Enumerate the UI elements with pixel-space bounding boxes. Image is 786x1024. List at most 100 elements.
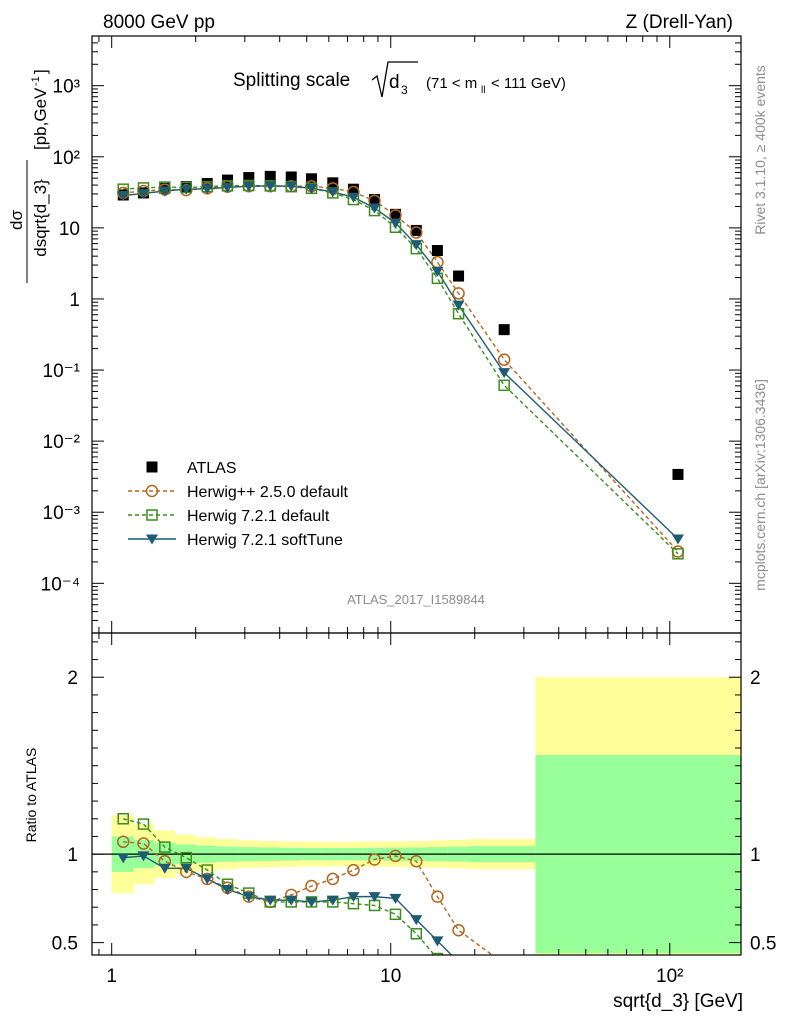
y-tick-label: 10³ — [53, 77, 80, 98]
legend-item: Herwig++ 2.5.0 default — [128, 484, 349, 501]
legend-marker — [145, 484, 159, 498]
legend: ATLAS Herwig++ 2.5.0 default Herwig 7.2.1 … — [128, 460, 349, 549]
ratio-point-2-5 — [221, 885, 234, 896]
x-axis-label: sqrt{d_3} [GeV] — [613, 991, 743, 1012]
ratio-point-2-6 — [242, 892, 255, 903]
analysis-id-label: ATLAS_2017_I1589844 — [347, 592, 485, 607]
point-0-6 — [243, 172, 255, 184]
ratio-point-2-4 — [201, 874, 214, 885]
point-0-16 — [453, 270, 465, 282]
point-1-17 — [497, 353, 511, 366]
mcplots-label: mcplots.cern.ch [arXiv:1306.3436] — [752, 379, 768, 591]
ratio-point-1-16 — [454, 973, 464, 983]
point-3-17 — [498, 368, 511, 379]
point-0-5 — [221, 174, 233, 186]
point-3-8 — [285, 181, 298, 192]
ratio-point-0-1 — [137, 837, 150, 850]
point-1-15 — [431, 255, 444, 269]
ratio-point-0-9 — [305, 879, 318, 893]
point-2-18 — [672, 548, 684, 560]
ratio-point-2-17 — [498, 982, 510, 992]
point-3-12 — [368, 203, 381, 214]
x-tick-label: 10² — [656, 966, 683, 987]
ratio-point-2-10 — [326, 895, 339, 906]
ratio-point-0-16 — [452, 923, 465, 937]
legend-item: Herwig 7.2.1 default — [128, 508, 330, 525]
series-markers — [116, 170, 685, 1022]
ratio-point-2-13 — [389, 893, 402, 904]
point-3-3 — [180, 184, 193, 195]
y-label-numerator: dσ — [7, 210, 26, 230]
y-tick-label: 10⁻⁴ — [41, 574, 80, 595]
chart-title-range-sub: ll — [481, 85, 485, 96]
point-3-1 — [137, 188, 150, 199]
point-1-14 — [410, 226, 423, 239]
ratio-tick-label-right: 0.5 — [750, 934, 776, 955]
ratio-point-2-11 — [347, 892, 360, 903]
ratio-point-1-3 — [180, 851, 192, 864]
ratio-point-0-15 — [431, 890, 444, 903]
point-3-2 — [158, 186, 171, 197]
ratio-point-0-0 — [116, 835, 130, 849]
point-0-9 — [305, 173, 317, 185]
point-0-13 — [389, 208, 401, 220]
point-1-16 — [452, 287, 465, 300]
ratio-point-2-9 — [305, 897, 318, 908]
point-0-17 — [498, 324, 510, 336]
point-0-18 — [672, 468, 684, 480]
ratio-panel-frame — [91, 632, 742, 956]
y-label-units-exp: -1 — [30, 76, 42, 86]
header-left-label: 8000 GeV pp — [103, 12, 215, 33]
ratio-point-2-1 — [137, 851, 150, 862]
y-tick-label: 10² — [53, 148, 80, 169]
header-right-label: Z (Drell-Yan) — [626, 12, 733, 33]
ratio-markers-group — [116, 813, 683, 1022]
ratio-point-2-15 — [431, 936, 444, 947]
ratio-uncertainty-bands — [92, 677, 741, 955]
legend-item: Herwig 7.2.1 softTune — [128, 532, 343, 549]
point-3-9 — [305, 183, 318, 194]
point-3-11 — [347, 192, 360, 203]
point-3-6 — [242, 181, 255, 192]
point-0-12 — [369, 194, 381, 206]
x-tick-label: 10 — [380, 966, 401, 987]
y-label-units: [pb,GeV — [31, 87, 50, 150]
legend-label: Herwig 7.2.1 softTune — [187, 532, 343, 549]
y-label-units-close: ] — [31, 69, 50, 74]
point-0-14 — [410, 224, 422, 236]
ratio-point-0-17 — [499, 958, 510, 969]
point-3-4 — [201, 184, 214, 195]
ratio-point-1-13 — [389, 908, 402, 921]
ratio-point-2-12 — [368, 892, 381, 903]
y-label-denominator: dsqrt{d_3} — [31, 179, 50, 257]
axis-tick-labels: 1 10 10² 10⁻⁴ 10⁻³ 10⁻² 10⁻¹ 1 10 10² 10³ 0.5 0.5 1 1 2… — [41, 77, 777, 987]
ratio-point-0-10 — [326, 872, 340, 886]
ratio-point-2-0 — [117, 853, 130, 864]
point-3-16 — [452, 300, 465, 311]
ratio-point-2-2 — [158, 863, 171, 874]
top-markers-group — [116, 170, 685, 560]
y-tick-label: 10⁻² — [43, 432, 81, 453]
ratio-point-1-0 — [117, 813, 129, 825]
ratio-point-2-7 — [264, 895, 277, 906]
x-tick-label: 1 — [106, 966, 117, 987]
ratio-point-0-12 — [368, 853, 381, 866]
point-3-18 — [671, 534, 684, 545]
ratio-point-1-15 — [431, 952, 444, 955]
band-group — [111, 677, 741, 955]
legend-item: ATLAS — [146, 460, 237, 477]
ratio-point-2-14 — [410, 915, 423, 926]
ratio-point-0-13 — [389, 849, 402, 863]
point-1-18 — [671, 545, 685, 558]
chart-title-main: Splitting scale — [233, 70, 350, 91]
legend-marker — [146, 509, 158, 521]
ratio-point-0-18 — [672, 1011, 683, 1022]
ratio-point-1-14 — [410, 928, 423, 940]
point-3-14 — [410, 240, 423, 251]
ratio-tick-label-left: 0.5 — [52, 934, 78, 955]
y-axis-label-top: dσ dsqrt{d_3} [pb,GeV -1 ] — [7, 69, 50, 283]
ratio-point-2-8 — [285, 895, 298, 906]
point-3-5 — [221, 182, 234, 193]
legend-marker — [146, 461, 158, 473]
